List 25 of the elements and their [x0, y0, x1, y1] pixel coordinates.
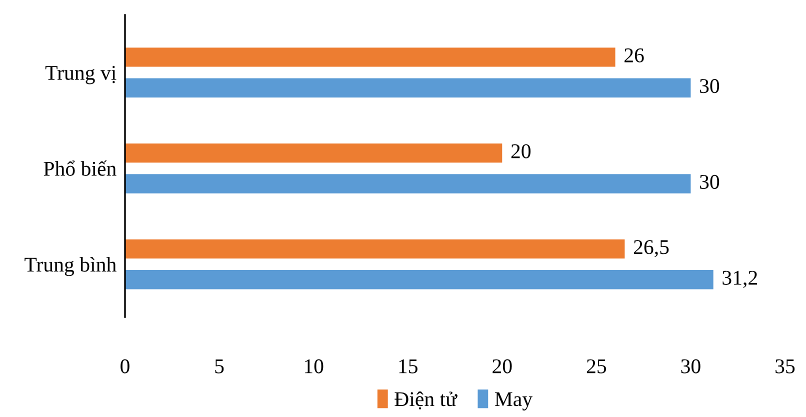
data-label: 20 — [511, 144, 531, 158]
x-tick-label: 25 — [586, 359, 606, 374]
data-label: 26 — [624, 48, 644, 62]
x-tick-label: 35 — [776, 359, 795, 374]
y-tick-label: Trung vị — [45, 66, 116, 84]
legend-label: Điện tử — [394, 391, 458, 410]
y-tick-label: Trung bình — [24, 257, 116, 276]
bar — [125, 48, 616, 67]
y-tick-label: Phổ biến — [44, 160, 116, 176]
data-label: 31,2 — [722, 270, 757, 288]
data-label: 30 — [700, 174, 720, 189]
x-tick-label: 30 — [681, 359, 700, 374]
x-tick-label: 20 — [492, 359, 512, 374]
bar — [125, 143, 502, 163]
x-tick-label: 0 — [120, 359, 130, 374]
x-tick-label: 10 — [304, 359, 324, 374]
legend-label: May — [494, 392, 532, 410]
bar — [125, 78, 691, 98]
x-tick-label: 5 — [215, 359, 224, 374]
x-tick-label: 15 — [399, 359, 418, 374]
data-label: 30 — [700, 79, 720, 94]
bar — [125, 174, 691, 194]
bar — [125, 270, 714, 290]
bar — [125, 239, 625, 259]
data-label: 26,5 — [634, 240, 669, 258]
